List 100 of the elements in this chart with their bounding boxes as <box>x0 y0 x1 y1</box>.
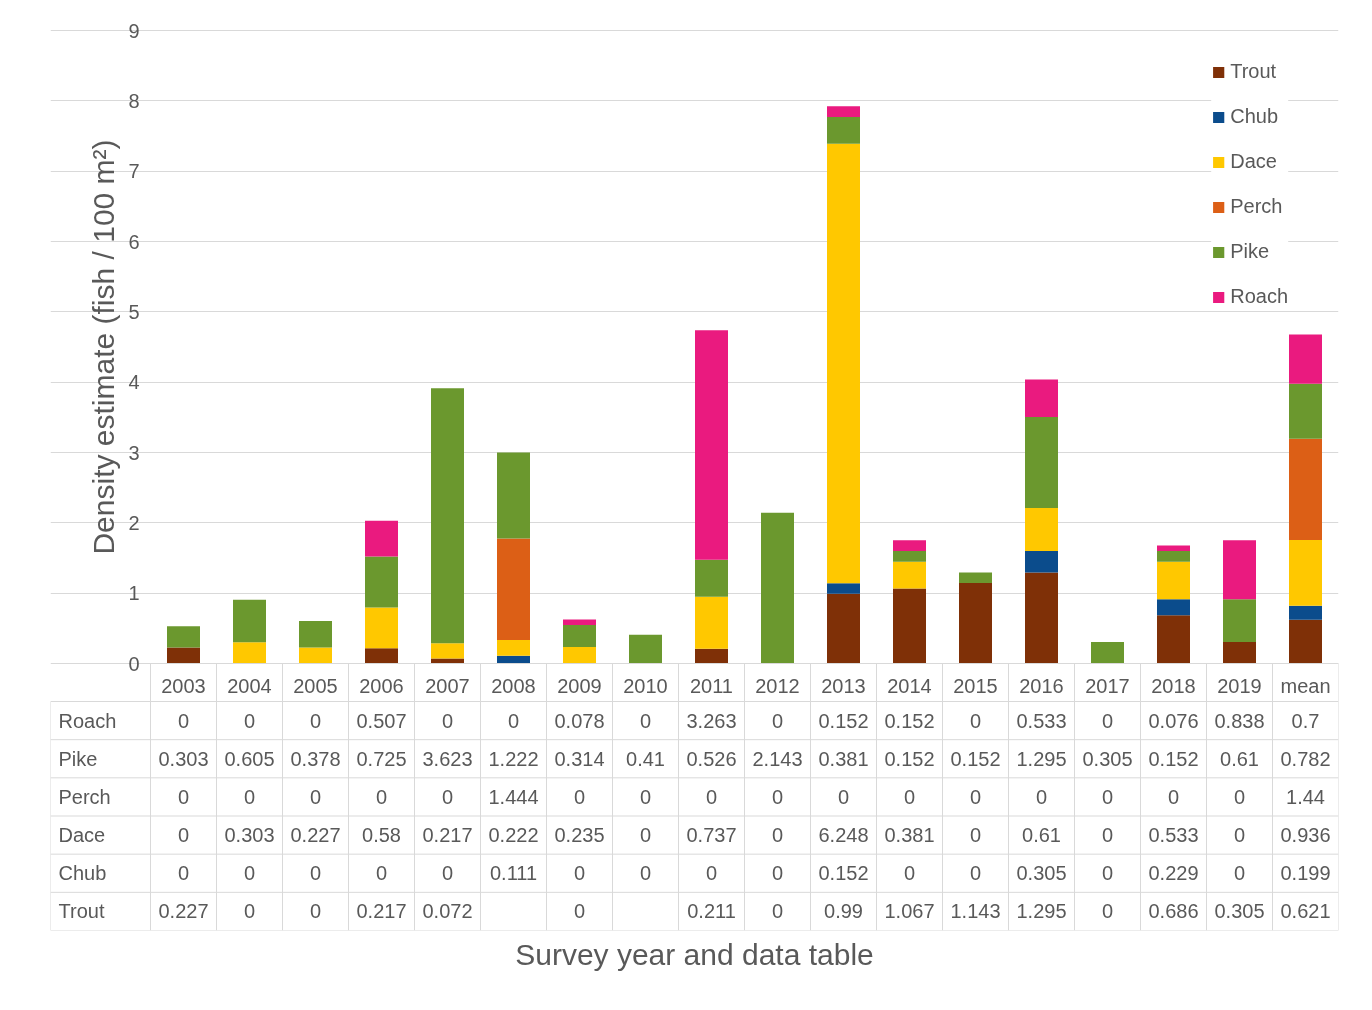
data-label: 0.621 <box>1280 900 1331 923</box>
data-label: 0 <box>1101 862 1114 885</box>
data-label: 0.61 <box>1220 747 1259 770</box>
bar <box>365 556 398 608</box>
y-tick-label: 1 <box>128 582 140 605</box>
data-label: 0.303 <box>224 824 275 847</box>
bar <box>1223 599 1256 643</box>
data-label: 6.248 <box>818 824 869 847</box>
data-label: 0 <box>1101 824 1114 847</box>
data-label: 3.263 <box>686 709 737 732</box>
bar <box>1289 438 1322 540</box>
data-label: 0 <box>1167 785 1180 808</box>
bar <box>497 655 530 664</box>
bar <box>1025 416 1058 509</box>
data-label: 0.152 <box>884 709 935 732</box>
bar <box>1289 619 1322 664</box>
data-label: 0.199 <box>1280 862 1331 885</box>
data-label: 0 <box>705 862 718 885</box>
bar <box>365 607 398 649</box>
data-label: 0 <box>243 785 256 808</box>
data-label: 1.295 <box>1016 900 1067 923</box>
x-tick-label: 2005 <box>293 674 338 697</box>
data-label: 0.99 <box>824 900 863 923</box>
data-label: 0 <box>771 900 784 923</box>
data-label: 0 <box>573 785 586 808</box>
data-label: 0 <box>177 709 190 732</box>
bar <box>893 561 926 589</box>
x-tick-label: 2003 <box>161 674 206 697</box>
data-label: 0.235 <box>554 824 605 847</box>
data-label: 0.211 <box>687 900 736 923</box>
y-tick-label: 7 <box>128 160 140 183</box>
data-label: 0 <box>309 900 322 923</box>
data-label: 0 <box>639 862 652 885</box>
x-tick-label: 2015 <box>953 674 998 697</box>
bar <box>1025 572 1058 664</box>
data-label: 0.526 <box>686 747 737 770</box>
bar <box>167 647 200 664</box>
bar <box>365 520 398 557</box>
legend-label: Pike <box>1230 240 1270 263</box>
data-label: 0.314 <box>554 747 605 770</box>
bar <box>827 583 860 594</box>
data-label: 0.227 <box>290 824 341 847</box>
data-label: 0 <box>903 862 916 885</box>
data-label: 0 <box>177 862 190 885</box>
data-label: 0.305 <box>1016 862 1067 885</box>
data-label: 0 <box>309 709 322 732</box>
data-label: 0.111 <box>489 862 538 885</box>
data-label: 0 <box>771 862 784 885</box>
x-tick-label: 2018 <box>1151 674 1196 697</box>
data-label: 3.623 <box>422 747 473 770</box>
legend-label: Perch <box>1230 195 1283 218</box>
text: Roach <box>58 709 117 732</box>
data-label: 0.305 <box>1082 747 1133 770</box>
data-label: 0 <box>1233 862 1246 885</box>
bar <box>695 648 728 664</box>
bar <box>1157 545 1190 551</box>
text: Survey year and data table <box>515 937 874 971</box>
data-label: 0 <box>639 785 652 808</box>
text: Chub <box>58 862 107 885</box>
bar <box>497 640 530 656</box>
data-label: 0.686 <box>1148 900 1199 923</box>
bar <box>1157 550 1190 562</box>
bar <box>431 658 464 664</box>
data-label: 0 <box>309 785 322 808</box>
bar <box>695 330 728 560</box>
data-label: 1.444 <box>488 785 539 808</box>
y-axis-title: Density estimate (fish / 100 m²) <box>87 139 121 555</box>
data-label: 0.533 <box>1016 709 1067 732</box>
bar <box>299 620 332 648</box>
bar <box>1025 379 1058 417</box>
bar <box>563 646 596 664</box>
data-label: 0 <box>1101 709 1114 732</box>
data-label: 0.227 <box>158 900 209 923</box>
text: Pike <box>58 747 98 770</box>
data-label: 0 <box>1035 785 1048 808</box>
data-label: 0 <box>177 824 190 847</box>
data-label: 0.41 <box>626 747 665 770</box>
data-label: 0.076 <box>1148 709 1199 732</box>
y-tick-label: 6 <box>128 230 140 253</box>
data-label: 0 <box>375 862 388 885</box>
bar <box>827 116 860 144</box>
bar <box>893 540 926 551</box>
legend-label: Trout <box>1230 60 1277 83</box>
data-label: 0 <box>903 785 916 808</box>
data-label: 0.838 <box>1214 709 1265 732</box>
data-label: 0.58 <box>362 824 401 847</box>
bar <box>1157 599 1190 616</box>
bar <box>1223 642 1256 664</box>
data-label: 0.533 <box>1148 824 1199 847</box>
data-label: 0.381 <box>884 824 935 847</box>
bar <box>1025 550 1058 573</box>
data-label: 0 <box>375 785 388 808</box>
data-label: 0.782 <box>1280 747 1331 770</box>
data-label: 2.143 <box>752 747 803 770</box>
data-label: 0 <box>1233 785 1246 808</box>
data-label: 0 <box>969 785 982 808</box>
data-label: 0 <box>177 785 190 808</box>
bar <box>827 106 860 117</box>
data-label: 0.072 <box>422 900 473 923</box>
bar <box>761 512 794 664</box>
